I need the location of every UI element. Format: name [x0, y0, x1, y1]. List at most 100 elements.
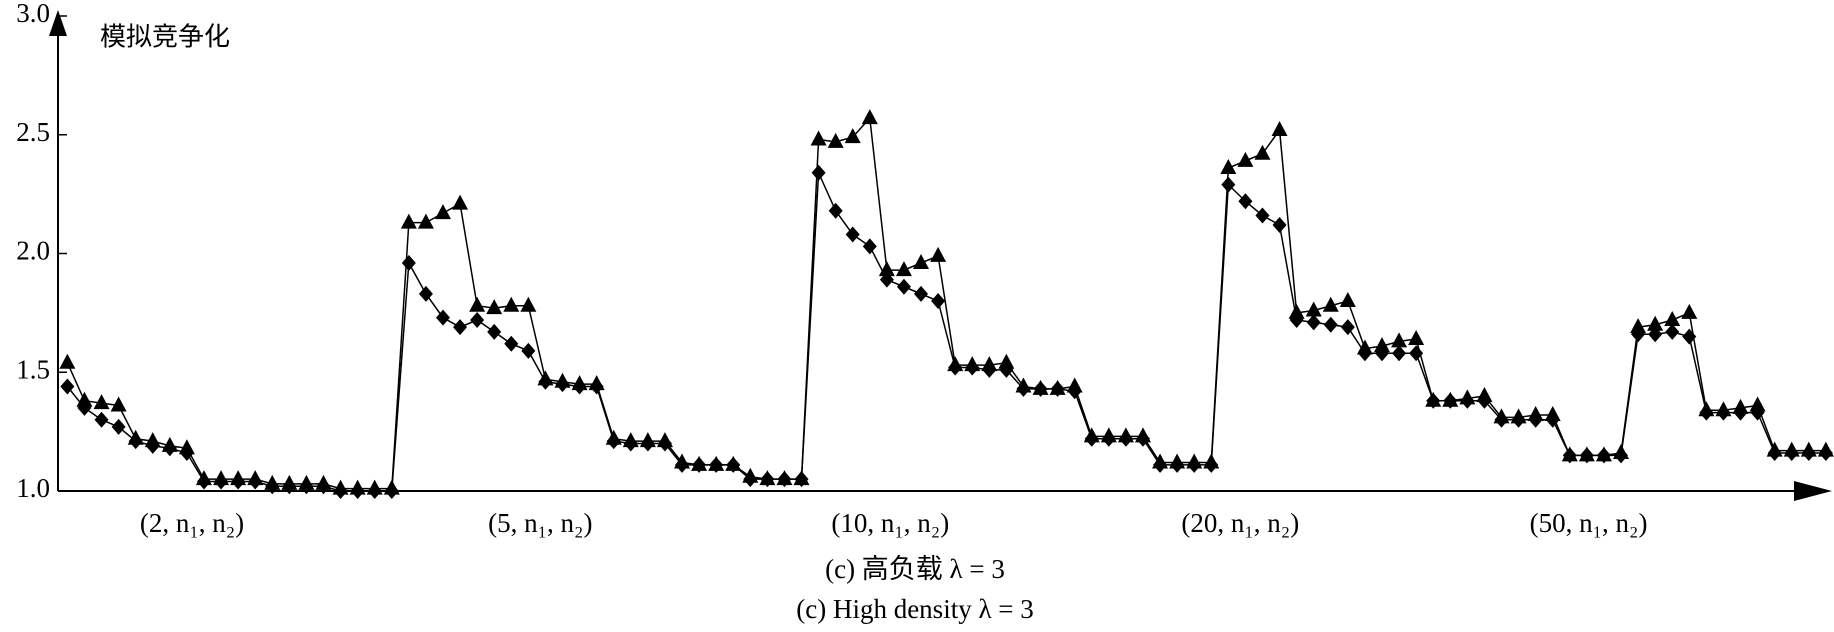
diamond-marker	[521, 342, 536, 359]
triangle-marker	[998, 353, 1015, 369]
triangle-marker	[759, 470, 776, 486]
triangle-marker	[537, 370, 554, 386]
series-line	[66, 172, 1826, 492]
triangle-marker	[588, 375, 605, 391]
triangle-marker	[964, 356, 981, 372]
triangle-marker	[1459, 389, 1476, 405]
y-axis-arrow	[49, 10, 67, 36]
y-tick-label: 2.5	[16, 117, 50, 147]
diamond-marker	[60, 378, 75, 395]
triangle-marker	[1237, 151, 1254, 167]
triangle-marker	[1203, 453, 1220, 469]
triangle-marker	[844, 128, 861, 144]
triangle-marker	[1066, 377, 1083, 393]
triangle-marker	[1169, 453, 1186, 469]
x-tick-label: (10, n₁, n₂)	[831, 508, 949, 538]
triangle-marker	[1749, 396, 1766, 412]
triangle-marker	[383, 479, 400, 495]
triangle-marker	[1544, 406, 1561, 421]
diamond-marker	[914, 285, 929, 302]
triangle-marker	[605, 429, 622, 445]
triangle-marker	[366, 479, 383, 495]
triangle-marker	[1254, 144, 1271, 160]
triangle-marker	[1800, 441, 1817, 457]
triangle-marker	[1100, 427, 1117, 443]
x-tick-label: (5, n₁, n₂)	[488, 508, 592, 538]
diamond-marker	[811, 164, 826, 181]
triangle-marker	[486, 299, 503, 315]
triangle-marker	[1493, 408, 1510, 424]
triangle-marker	[930, 246, 947, 262]
diamond-marker	[1255, 207, 1270, 224]
triangle-marker	[1613, 444, 1630, 459]
y-tick-label: 1.0	[16, 473, 50, 503]
caption: (c) 高负载 λ = 3	[825, 554, 1005, 584]
y-tick-label: 3.0	[16, 0, 50, 28]
triangle-marker	[708, 455, 725, 471]
triangle-marker	[1356, 339, 1373, 355]
triangle-marker	[434, 204, 451, 220]
triangle-marker	[110, 396, 127, 412]
triangle-marker	[1681, 303, 1698, 319]
triangle-marker	[281, 474, 298, 490]
diamond-marker	[1665, 323, 1680, 340]
series-line	[66, 116, 1826, 490]
triangle-marker	[1425, 391, 1442, 407]
diamond-marker	[401, 255, 416, 271]
triangle-marker	[1032, 379, 1049, 395]
triangle-marker	[895, 261, 912, 277]
triangle-marker	[247, 470, 264, 486]
triangle-marker	[1083, 427, 1100, 443]
triangle-marker	[1476, 387, 1493, 402]
diamond-marker	[504, 335, 519, 352]
triangle-marker	[725, 455, 742, 471]
triangle-marker	[913, 254, 930, 269]
triangle-marker	[178, 439, 195, 455]
diamond-marker	[931, 293, 946, 309]
diamond-marker	[418, 285, 433, 302]
triangle-marker	[793, 470, 810, 486]
diamond-marker	[1306, 314, 1321, 331]
triangle-marker	[503, 296, 520, 312]
diamond-marker	[1272, 217, 1287, 233]
triangle-marker	[674, 453, 691, 469]
triangle-marker	[554, 372, 571, 388]
triangle-marker	[1305, 301, 1322, 317]
triangle-marker	[1220, 159, 1237, 174]
triangle-marker	[1817, 441, 1834, 457]
triangle-marker	[1732, 398, 1749, 414]
y-tick-label: 1.5	[16, 354, 50, 384]
triangle-marker	[400, 213, 417, 229]
triangle-marker	[1715, 401, 1732, 417]
diamond-marker	[1323, 316, 1338, 333]
triangle-marker	[1271, 121, 1288, 136]
triangle-marker	[332, 479, 349, 495]
y-tick-label: 2.0	[16, 236, 50, 266]
diamond-marker	[94, 411, 109, 428]
diamond-marker	[470, 312, 485, 328]
triangle-marker	[315, 474, 332, 490]
x-tick-label: (20, n₁, n₂)	[1181, 508, 1299, 538]
triangle-marker	[1561, 446, 1578, 462]
triangle-marker	[1510, 408, 1527, 424]
triangle-marker	[878, 261, 895, 277]
y-axis-label: 模拟竞争化	[100, 23, 230, 53]
triangle-marker	[93, 394, 110, 410]
triangle-marker	[161, 436, 178, 452]
triangle-marker	[417, 213, 434, 229]
triangle-marker	[213, 470, 230, 486]
triangle-marker	[1288, 303, 1305, 319]
triangle-marker	[264, 474, 281, 490]
triangle-marker	[1630, 318, 1647, 334]
x-tick-label: (2, n₁, n₂)	[140, 508, 244, 538]
triangle-marker	[1339, 292, 1356, 307]
diamond-marker	[1238, 193, 1253, 210]
triangle-marker	[1117, 427, 1134, 443]
triangle-marker	[1049, 379, 1066, 395]
triangle-marker	[861, 109, 878, 125]
triangle-marker	[1391, 332, 1408, 348]
triangle-marker	[195, 470, 212, 486]
triangle-marker	[1647, 315, 1664, 331]
x-axis-arrow	[1794, 481, 1832, 501]
